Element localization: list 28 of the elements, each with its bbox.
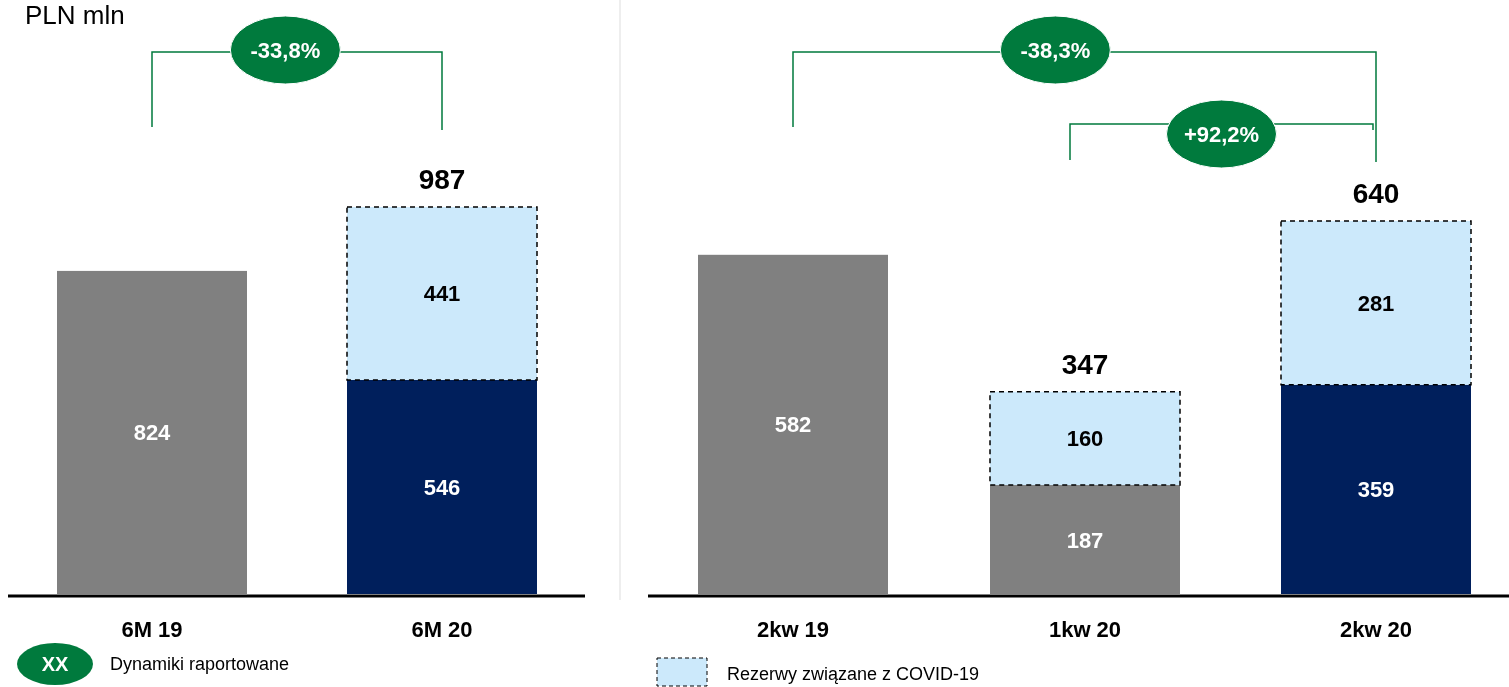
total-label: 347 [1061,348,1109,380]
bar [1281,384,1471,594]
data-label: 546 [423,474,461,500]
x-tick-label: 6M 20 [411,617,473,642]
total-label: 640 [1352,178,1400,209]
data-label: 824 [133,420,172,446]
total-label: 987 [418,164,466,195]
data-label: 582 [774,412,812,438]
chart-title: PLN mln [25,0,125,30]
legend-label: Rezerwy związane z COVID-19 [727,664,980,684]
data-label: 160 [1066,426,1104,452]
data-label: 281 [1357,290,1395,316]
data-label: 441 [423,281,461,307]
bar [698,254,888,594]
x-tick-label: 1kw 20 [1048,617,1122,642]
text: XX [41,653,69,675]
x-tick-label: 2kw 20 [1339,617,1413,642]
text: Dynamiki raportowane [110,654,290,674]
text: -33,8% [250,38,321,63]
bar [989,391,1181,486]
text: -38,3% [1020,38,1091,63]
bar [990,485,1180,594]
x-tick-label: 6M 19 [121,617,183,642]
text: +92,2% [1183,122,1260,147]
data-label: 187 [1066,527,1104,553]
data-label: 359 [1357,477,1395,503]
bar [1280,220,1472,386]
x-tick-label: 2kw 19 [756,617,830,642]
